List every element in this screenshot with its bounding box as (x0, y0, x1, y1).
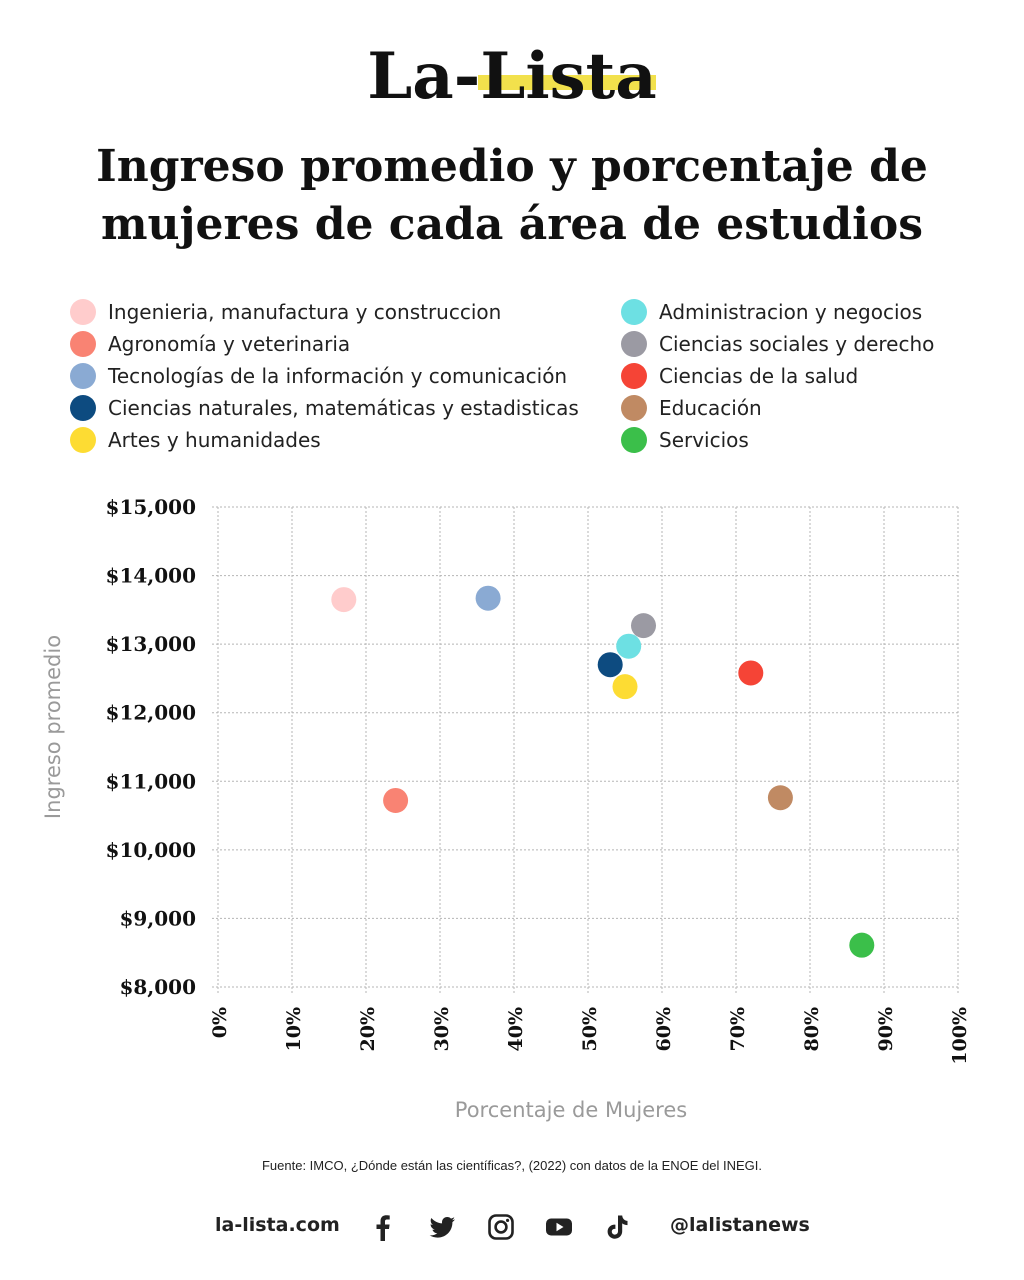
legend-label: Tecnologías de la información y comunica… (108, 364, 568, 388)
x-tick-labels: 0% 10% 20% 30% 40% 50% 60% 70% 80% 90% 100% (209, 1007, 971, 1065)
title-line-1: Ingreso promedio y porcentaje de (96, 141, 928, 192)
grid (212, 506, 959, 993)
twitter-icon[interactable] (427, 1212, 457, 1242)
legend-label: Ciencias sociales y derecho (659, 332, 935, 356)
legend-item: Ciencias naturales, matemáticas y estadi… (70, 392, 579, 424)
legend-item: Tecnologías de la información y comunica… (70, 360, 579, 392)
data-points (331, 585, 875, 958)
legend-item: Agronomía y veterinaria (70, 328, 579, 360)
legend-swatch (70, 395, 96, 421)
y-tick-label: $8,000 (119, 975, 196, 999)
x-tick-label: 80% (801, 1007, 823, 1052)
data-point (849, 932, 875, 958)
y-tick-label: $15,000 (106, 495, 196, 519)
data-point (383, 787, 409, 813)
chart-title: Ingreso promedio y porcentaje de mujeres… (40, 138, 984, 254)
x-tick-label: 90% (875, 1007, 897, 1052)
legend-item: Ciencias de la salud (621, 360, 934, 392)
legend-item: Servicios (621, 424, 934, 456)
legend-label: Ciencias naturales, matemáticas y estadi… (108, 396, 579, 420)
x-tick-label: 100% (949, 1007, 971, 1065)
y-tick-label: $12,000 (106, 701, 196, 725)
legend-label: Servicios (659, 428, 749, 452)
data-point (612, 674, 638, 700)
legend-item: Administracion y negocios (621, 296, 934, 328)
scatter-chart: $8,000 $9,000 $10,000 $11,000 $12,000 $13,000… (41, 495, 971, 1122)
legend-label: Educación (659, 396, 762, 420)
footer: la-lista.com @lalistanews (0, 1208, 1024, 1248)
x-tick-label: 60% (653, 1007, 675, 1052)
legend-swatch (70, 363, 96, 389)
x-tick-label: 20% (357, 1007, 379, 1052)
facebook-icon[interactable] (368, 1212, 398, 1242)
title-line-2: mujeres de cada área de estudios (101, 199, 923, 250)
legend-column-right: Administracion y negocios Ciencias socia… (621, 296, 934, 456)
legend-swatch (621, 395, 647, 421)
source-note: Fuente: IMCO, ¿Dónde están las científic… (261, 1158, 763, 1173)
legend-item: Ciencias sociales y derecho (621, 328, 934, 360)
data-point (631, 613, 656, 639)
legend-swatch (70, 331, 96, 357)
data-point (616, 633, 642, 659)
y-tick-label: $10,000 (106, 838, 196, 862)
legend-label: Agronomía y veterinaria (108, 332, 351, 356)
data-point (331, 587, 357, 613)
y-tick-label: $14,000 (106, 564, 196, 588)
logo-text: La-Lista (367, 39, 656, 114)
legend-label: Ciencias de la salud (659, 364, 859, 388)
x-tick-label: 0% (209, 1007, 231, 1038)
youtube-icon[interactable] (544, 1212, 574, 1242)
legend-item: Ingenieria, manufactura y construccion (70, 296, 579, 328)
y-tick-label: $13,000 (106, 632, 196, 656)
x-tick-label: 30% (431, 1007, 453, 1052)
legend-label: Ingenieria, manufactura y construccion (108, 300, 502, 324)
site-link[interactable]: la-lista.com (215, 1214, 340, 1236)
y-tick-labels: $8,000 $9,000 $10,000 $11,000 $12,000 $13,000… (106, 495, 196, 999)
x-tick-label: 10% (283, 1007, 305, 1052)
x-axis-label: Porcentaje de Mujeres (455, 1098, 687, 1122)
legend-swatch (70, 427, 96, 453)
legend-swatch (621, 363, 647, 389)
legend-label: Artes y humanidades (108, 428, 321, 452)
x-tick-label: 70% (727, 1007, 749, 1052)
data-point (738, 660, 764, 686)
instagram-icon[interactable] (486, 1212, 516, 1242)
data-point (597, 652, 623, 678)
data-point (475, 585, 501, 611)
legend-swatch (70, 299, 96, 325)
legend-column-left: Ingenieria, manufactura y construccion A… (70, 296, 579, 456)
y-axis-label: Ingreso promedio (41, 635, 65, 819)
legend-label: Administracion y negocios (659, 300, 923, 324)
tiktok-icon[interactable] (602, 1212, 632, 1242)
legend-item: Artes y humanidades (70, 424, 579, 456)
legend-swatch (621, 427, 647, 453)
x-tick-label: 50% (579, 1007, 601, 1052)
legend-swatch (621, 331, 647, 357)
legend-swatch (621, 299, 647, 325)
social-handle[interactable]: @lalistanews (670, 1214, 810, 1236)
data-point (767, 785, 793, 811)
y-tick-label: $9,000 (119, 906, 196, 930)
logo-underline (478, 75, 656, 90)
la-lista-logo: La-Lista (367, 39, 656, 114)
y-tick-label: $11,000 (106, 769, 196, 793)
x-tick-label: 40% (505, 1007, 527, 1052)
legend-item: Educación (621, 392, 934, 424)
